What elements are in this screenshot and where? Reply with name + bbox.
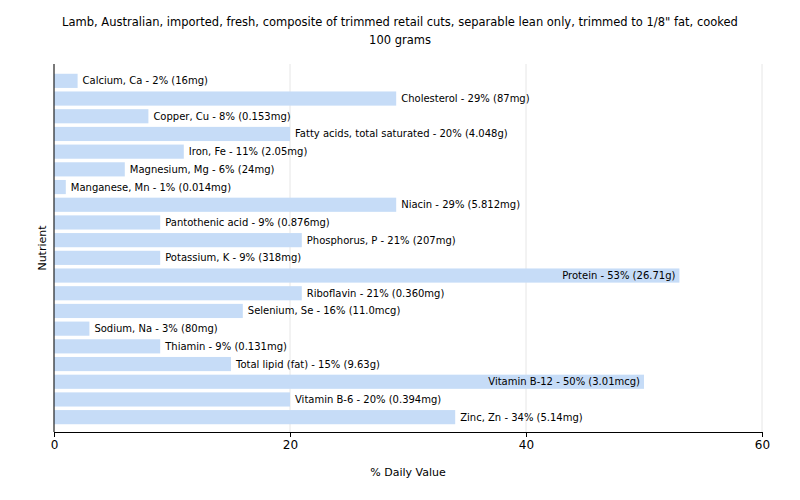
x-axis-title: % Daily Value <box>370 466 446 479</box>
bar-label: Niacin - 29% (5.812mg) <box>401 199 520 210</box>
chart: Lamb, Australian, imported, fresh, compo… <box>0 0 800 500</box>
bar <box>54 215 160 229</box>
x-tick: 60 <box>755 432 770 452</box>
bar-label: Zinc, Zn - 34% (5.14mg) <box>460 412 583 423</box>
x-tick-mark <box>54 432 55 437</box>
x-tick: 0 <box>51 432 59 452</box>
bar-label: Vitamin B-12 - 50% (3.01mcg) <box>488 376 640 387</box>
x-tick-label: 40 <box>519 438 534 452</box>
x-tick-label: 60 <box>755 438 770 452</box>
bar <box>54 286 302 300</box>
bar <box>54 375 644 389</box>
bar-label: Total lipid (fat) - 15% (9.63g) <box>235 359 380 370</box>
bars <box>54 74 679 424</box>
bar-label: Thiamin - 9% (0.131mg) <box>164 341 287 352</box>
bar-label: Copper, Cu - 8% (0.153mg) <box>153 111 290 122</box>
bar <box>54 127 290 141</box>
grid <box>54 64 762 432</box>
bar-labels: Calcium, Ca - 2% (16mg) Cholesterol - 29%… <box>71 75 676 422</box>
x-tick: 20 <box>283 432 298 452</box>
bar <box>54 180 66 194</box>
x-axis: 0 20 40 60 <box>51 432 770 452</box>
bar-label: Pantothenic acid - 9% (0.876mg) <box>165 217 330 228</box>
bar-label: Magnesium, Mg - 6% (24mg) <box>130 164 275 175</box>
bar-label: Calcium, Ca - 2% (16mg) <box>83 75 208 86</box>
x-tick-label: 0 <box>51 438 59 452</box>
subtitle: 100 grams <box>369 33 431 47</box>
x-axis-line <box>55 433 763 438</box>
bar <box>54 233 302 247</box>
bar-label: Potassium, K - 9% (318mg) <box>165 252 301 263</box>
bar <box>54 304 243 318</box>
bar <box>54 392 290 406</box>
bar <box>54 410 455 424</box>
bar <box>54 357 231 371</box>
bar-label: Phosphorus, P - 21% (207mg) <box>307 235 456 246</box>
bar <box>54 339 160 353</box>
x-tick-mark <box>762 432 763 437</box>
bar <box>54 91 396 105</box>
bar <box>54 198 396 212</box>
bar-label: Selenium, Se - 16% (11.0mcg) <box>248 305 401 316</box>
bar-label: Manganese, Mn - 1% (0.014mg) <box>71 182 231 193</box>
bar <box>54 251 160 265</box>
bar <box>54 109 148 123</box>
bar <box>54 162 125 176</box>
bar <box>54 74 78 88</box>
grid-line <box>762 64 763 432</box>
bar-label: Fatty acids, total saturated - 20% (4.04… <box>295 128 508 139</box>
x-tick: 40 <box>519 432 534 452</box>
title: Lamb, Australian, imported, fresh, compo… <box>62 15 738 29</box>
grid-line <box>54 64 55 432</box>
bar-label: Vitamin B-6 - 20% (0.394mg) <box>295 394 441 405</box>
bar <box>54 268 679 282</box>
bar-label: Riboflavin - 21% (0.360mg) <box>307 288 445 299</box>
y-axis-title: Nutrient <box>36 225 49 271</box>
y-axis-line <box>54 64 55 432</box>
bar-label: Sodium, Na - 3% (80mg) <box>94 323 217 334</box>
bar <box>54 145 184 159</box>
x-tick-label: 20 <box>283 438 298 452</box>
bar-label: Protein - 53% (26.71g) <box>562 270 675 281</box>
bar-label: Cholesterol - 29% (87mg) <box>401 93 530 104</box>
bar <box>54 322 89 336</box>
bar-label: Iron, Fe - 11% (2.05mg) <box>189 146 308 157</box>
x-tick-mark <box>526 432 527 437</box>
x-tick-mark <box>290 432 291 437</box>
